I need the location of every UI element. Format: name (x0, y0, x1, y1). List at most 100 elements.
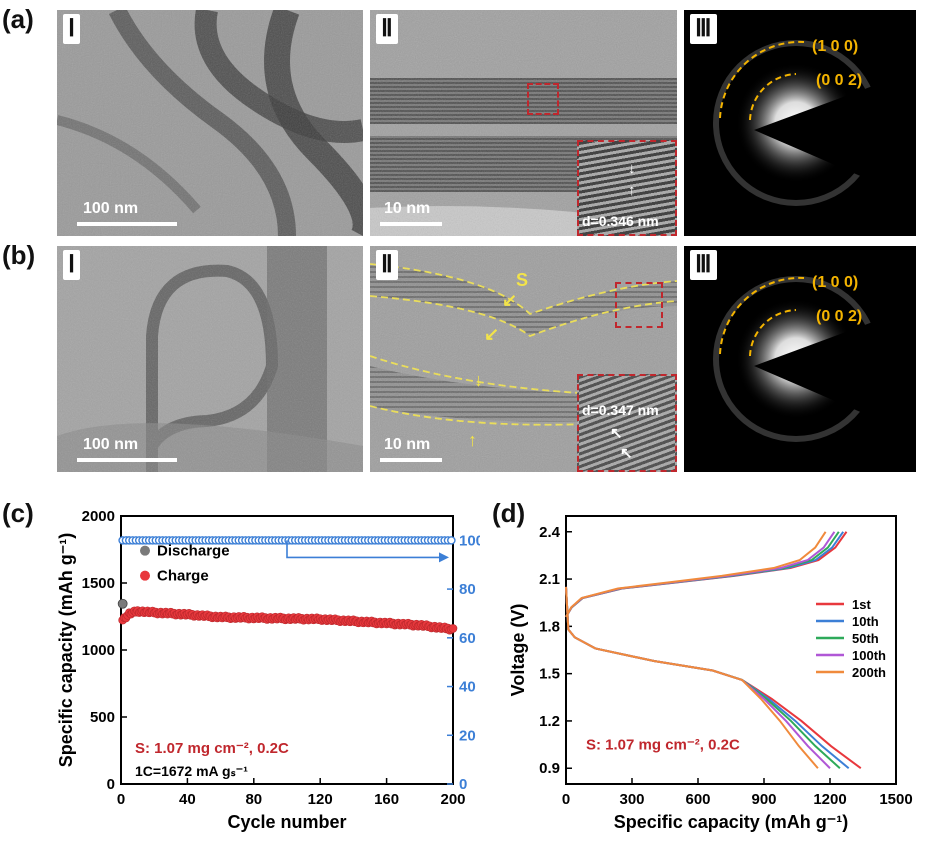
ce-arrow-line (286, 540, 439, 559)
x-tick-label: 160 (374, 791, 399, 808)
subpanel-label-i: Ⅰ (63, 14, 81, 44)
arrow-icon: ↓ (474, 370, 483, 390)
y-tick-label: 1000 (82, 642, 115, 659)
scale-bar-label: 100 nm (83, 200, 139, 217)
ring-label-002: (0 0 2) (816, 308, 863, 325)
charge-curve-100th (565, 531, 836, 618)
x-axis-label: Cycle number (227, 812, 346, 832)
charge-curve-1st (565, 531, 848, 618)
legend-label-10th: 10th (852, 614, 879, 629)
y-tick-label: 1.5 (539, 666, 560, 683)
y-axis-label: Voltage (V) (508, 604, 528, 697)
legend-label-discharge: Discharge (157, 543, 230, 560)
arrow-icon: ↑ (628, 182, 636, 199)
d-spacing-label: d=0.347 nm (582, 402, 659, 418)
charge-curve-200th (565, 531, 827, 618)
legend-label-200th: 200th (852, 665, 886, 680)
y-tick-label: 2.1 (539, 571, 560, 588)
zoom-region-box (615, 282, 663, 328)
subpanel-label-iii: Ⅲ (690, 250, 717, 280)
cycling-chart: 0 40 80 120 160 20005001000150020000204060801… (56, 508, 480, 832)
subpanel-label-ii: Ⅱ (376, 250, 398, 280)
scale-bar (380, 222, 442, 226)
x-tick-label: 1200 (813, 791, 846, 808)
tem-image-b2: Ⅱ S ↙ ↙ ↓ ↑ d=0.347 nm ↖ ↖ 10 nm (370, 246, 677, 472)
legend-label-charge: Charge (157, 568, 209, 585)
tem-texture (57, 246, 363, 472)
arrow-icon: ↙ (502, 290, 518, 310)
subpanel-label-iii: Ⅲ (690, 14, 717, 44)
scale-bar-label: 100 nm (83, 436, 139, 453)
scale-bar (77, 458, 177, 462)
x-tick-label: 120 (308, 791, 333, 808)
subpanel-label-ii: Ⅱ (376, 14, 398, 44)
scale-bar (77, 222, 177, 226)
y-tick-label: 0.9 (539, 760, 560, 777)
y2-tick-label: 80 (459, 581, 476, 598)
x-tick-label: 1500 (879, 791, 912, 808)
y-tick-label: 500 (90, 709, 115, 726)
panel-label-b: (b) (2, 240, 36, 270)
legend-label-1st: 1st (852, 597, 871, 612)
ring-label-100: (1 0 0) (812, 38, 859, 55)
y-axis-label: Specific capacity (mAh g⁻¹) (56, 533, 76, 768)
voltage-profile-chart: 0 300 600 900 1200 1500 0.9 1.2 1.5 1.8 2.1 2.4 Spec… (508, 515, 913, 832)
annotation-c-rate: 1C=1672 mA gₛ⁻¹ (135, 763, 248, 779)
legend-marker-discharge (140, 545, 150, 556)
d-spacing-label: d=0.346 nm (582, 213, 659, 229)
y2-tick-label: 40 (459, 679, 476, 696)
subpanel-label-i: Ⅰ (63, 250, 81, 280)
y2-tick-label: 100 (459, 532, 480, 549)
zoom-inset (577, 140, 677, 236)
ring-label-100: (1 0 0) (812, 274, 859, 291)
annotation-loading: S: 1.07 mg cm⁻², 0.2C (586, 736, 740, 753)
plot-frame (565, 515, 897, 785)
x-tick-label: 80 (245, 791, 262, 808)
y-tick-label: 1500 (82, 575, 115, 592)
arrow-icon: ↖ (610, 425, 623, 442)
legend-label-100th: 100th (852, 648, 886, 663)
saed-pattern-b: Ⅲ (1 0 0) (0 0 2) (684, 246, 916, 472)
charge-point (448, 624, 458, 633)
y2-tick-label: 0 (459, 776, 467, 793)
diffraction-rings (713, 40, 916, 206)
arrow-icon: ↓ (628, 160, 636, 177)
diffraction-rings (713, 276, 916, 442)
x-axis-label: Specific capacity (mAh g⁻¹) (614, 812, 849, 832)
annotation-loading: S: 1.07 mg cm⁻², 0.2C (135, 740, 289, 757)
y-tick-label: 1.2 (539, 713, 560, 730)
legend-label-50th: 50th (852, 631, 879, 646)
x-tick-label: 0 (117, 791, 125, 808)
x-tick-label: 0 (562, 791, 570, 808)
tem-image-b1: Ⅰ 100 nm (57, 246, 363, 472)
tem-image-a1: Ⅰ 100 nm (57, 10, 363, 236)
y2-tick-label: 20 (459, 727, 476, 744)
x-tick-label: 200 (440, 791, 465, 808)
tem-texture (57, 10, 363, 236)
charge-curve-50th (565, 531, 840, 618)
zoom-inset (577, 374, 677, 472)
discharge-curve-200th (565, 586, 819, 769)
tem-image-a2: Ⅱ d=0.346 nm ↓ ↑ 10 nm (370, 10, 677, 236)
legend-marker-charge (140, 570, 150, 581)
zoom-region-box (527, 83, 559, 115)
x-tick-label: 300 (619, 791, 644, 808)
y-tick-label: 1.8 (539, 618, 560, 635)
y-tick-label: 2000 (82, 508, 115, 525)
ce-arrow-head (439, 552, 449, 563)
tem-texture (370, 246, 677, 472)
ce-point (447, 536, 456, 545)
scale-bar-label: 10 nm (384, 436, 431, 453)
charge-curve-10th (565, 531, 845, 618)
scale-bar (380, 458, 442, 462)
y-tick-label: 0 (107, 776, 115, 793)
sulfur-label: S (516, 270, 529, 290)
panel-label-d: (d) (492, 498, 526, 528)
arrow-icon: ↙ (484, 324, 500, 344)
y-tick-label: 2.4 (539, 524, 561, 541)
panel-label-a: (a) (2, 4, 34, 34)
arrow-icon: ↖ (620, 445, 633, 462)
arrow-icon: ↑ (468, 430, 477, 450)
saed-pattern-a: Ⅲ (1 0 0) (0 0 2) (684, 10, 916, 236)
x-tick-label: 900 (751, 791, 776, 808)
